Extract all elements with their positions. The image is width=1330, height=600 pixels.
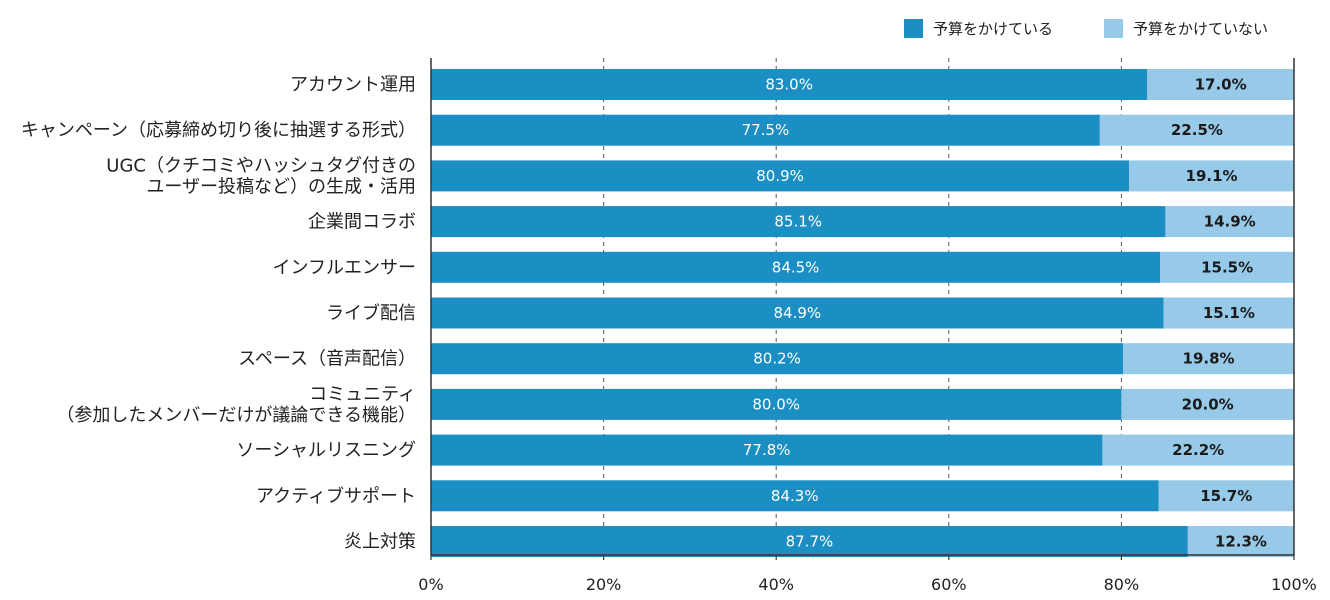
bar-budget-yes <box>431 160 1130 192</box>
bar-budget-yes <box>431 114 1100 146</box>
category-label: アカウント運用 <box>290 75 416 96</box>
data-label: 22.2% <box>1172 441 1224 459</box>
category-label: インフルエンサー <box>273 257 416 278</box>
bar-budget-yes <box>431 526 1188 557</box>
data-label: 80.2% <box>753 350 801 368</box>
category-label: コミュニティ <box>309 384 416 405</box>
bar-budget-yes <box>431 251 1161 283</box>
bar-budget-no <box>1129 160 1294 192</box>
data-label: 83.0% <box>765 76 813 94</box>
data-label: 14.9% <box>1204 213 1256 231</box>
data-label: 15.5% <box>1201 258 1253 276</box>
bar-budget-yes <box>431 480 1159 512</box>
data-label: 19.1% <box>1186 167 1238 185</box>
data-label: 84.3% <box>771 487 819 505</box>
legend-label: 予算をかけている <box>933 20 1053 38</box>
bar-budget-no <box>1147 69 1294 100</box>
x-tick-label: 0% <box>418 575 443 594</box>
data-label: 87.7% <box>786 533 834 551</box>
x-tick-label: 60% <box>931 575 967 594</box>
bar-budget-yes <box>431 69 1148 100</box>
x-tick-label: 40% <box>758 575 794 594</box>
bar-budget-no <box>1102 434 1294 466</box>
category-label: ライブ配信 <box>326 302 416 324</box>
data-label: 77.8% <box>743 441 791 459</box>
bars: 83.0% 17.0% 77.5% 22.5% 80.9% 19.1% 85.1% 14.9%… <box>431 69 1294 557</box>
data-label: 85.1% <box>774 213 822 231</box>
category-label: スペース（音声配信） <box>238 349 416 370</box>
data-label: 77.5% <box>742 121 790 139</box>
bar-budget-no <box>1160 251 1294 283</box>
category-label: アクティブサポート <box>256 485 416 507</box>
bar-budget-yes <box>431 206 1166 238</box>
data-label: 84.5% <box>772 258 820 276</box>
category-label: 企業間コラボ <box>308 212 416 233</box>
x-tick-label: 80% <box>1104 575 1140 594</box>
bar-budget-no <box>1123 343 1294 375</box>
bar-budget-no <box>1163 297 1294 329</box>
bar-budget-no <box>1158 480 1294 512</box>
category-label: UGC（クチコミやハッシュタグ付きの <box>106 155 416 176</box>
data-label: 20.0% <box>1182 395 1234 413</box>
category-label: （参加したメンバーだけが議論できる機能） <box>56 405 416 426</box>
data-label: 15.1% <box>1203 304 1255 322</box>
data-label: 17.0% <box>1195 76 1247 94</box>
category-label: キャンペーン（応募締め切り後に抽選する形式） <box>21 120 416 141</box>
bar-budget-no <box>1187 526 1294 557</box>
data-label: 15.7% <box>1200 487 1252 505</box>
legend-label: 予算をかけていない <box>1133 20 1268 38</box>
legend-swatch <box>1104 19 1123 38</box>
x-tick-label: 100% <box>1271 575 1317 594</box>
data-label: 80.9% <box>756 167 804 185</box>
data-label: 19.8% <box>1183 350 1235 368</box>
data-label: 80.0% <box>752 395 800 413</box>
bar-budget-no <box>1099 114 1294 146</box>
legend-swatch <box>904 19 923 38</box>
bar-budget-no <box>1121 388 1294 420</box>
x-axis: 0% 20% 40% 60% 80% 100% <box>418 58 1317 594</box>
bar-budget-yes <box>431 388 1122 420</box>
bar-budget-yes <box>431 297 1164 329</box>
category-label: ソーシャルリスニング <box>236 440 416 461</box>
data-label: 22.5% <box>1171 121 1223 139</box>
bar-budget-yes <box>431 343 1124 375</box>
bar-budget-no <box>1165 206 1294 238</box>
legend: 予算をかけている 予算をかけていない <box>904 19 1268 38</box>
category-label: 炎上対策 <box>344 532 416 553</box>
bar-budget-yes <box>431 434 1103 466</box>
category-label: ユーザー投稿など）の生成・活用 <box>146 176 416 197</box>
x-tick-label: 20% <box>586 575 622 594</box>
data-label: 12.3% <box>1215 533 1267 551</box>
data-label: 84.9% <box>774 304 822 322</box>
